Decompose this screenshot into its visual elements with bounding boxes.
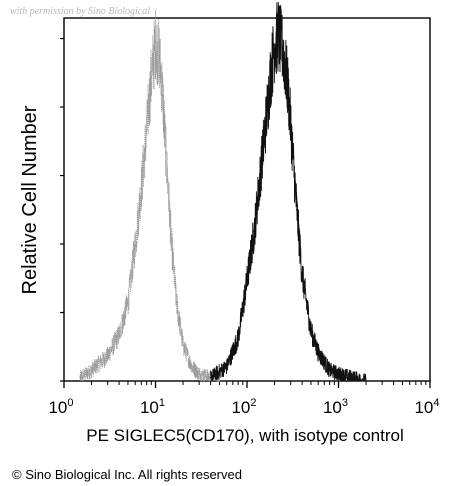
data-point [269, 76, 272, 79]
series-trace [210, 1, 367, 383]
x-tick-label: 101 [140, 397, 165, 417]
data-point [273, 44, 276, 47]
data-point [118, 333, 120, 336]
data-point [310, 330, 312, 332]
data-point [165, 151, 167, 154]
histogram-chart: 100 101 102 103 104 Relative Cell Number PE … [19, 1, 440, 445]
x-tick-label: 100 [48, 397, 73, 417]
x-axis-ticks: 100 101 102 103 104 [48, 381, 440, 417]
data-point [140, 187, 143, 190]
data-point [259, 173, 262, 175]
data-point [161, 94, 164, 97]
copyright-text: © Sino Biological Inc. All rights reserv… [12, 467, 242, 482]
x-tick-label: 102 [231, 397, 256, 417]
data-point [328, 369, 331, 372]
data-point [150, 76, 153, 79]
data-point [134, 244, 137, 247]
x-tick-label: 103 [323, 397, 348, 417]
data-point [170, 244, 173, 247]
y-axis-label: Relative Cell Number [19, 105, 41, 294]
x-tick-label: 104 [414, 397, 439, 417]
watermark-text: with permission by Sino Biological [10, 6, 150, 17]
series-layer [79, 1, 367, 383]
series-trace [79, 9, 220, 382]
data-point [301, 273, 303, 275]
data-point [295, 208, 298, 211]
y-axis-ticks [60, 37, 64, 382]
data-point [158, 55, 161, 58]
data-point [106, 355, 109, 357]
data-point [264, 123, 267, 125]
data-point [154, 40, 157, 43]
data-point [337, 372, 340, 375]
data-point [365, 380, 367, 382]
data-point [246, 280, 248, 282]
data-point [225, 365, 228, 368]
data-point [253, 230, 256, 232]
data-point [182, 344, 184, 347]
series-siglec5 [209, 1, 367, 383]
data-point [198, 372, 201, 375]
data-point [90, 369, 93, 372]
series-isotype-control [79, 9, 221, 382]
data-point [175, 301, 178, 304]
data-point [277, 33, 280, 36]
data-point [237, 337, 240, 340]
data-point [218, 380, 221, 382]
data-point [287, 87, 289, 90]
data-point [145, 130, 148, 133]
data-point [79, 376, 82, 379]
data-point [127, 301, 129, 304]
x-axis-label: PE SIGLEC5(CD170), with isotype control [86, 426, 403, 445]
data-point [209, 376, 212, 379]
data-point [289, 123, 292, 125]
data-point [191, 365, 193, 368]
data-point [282, 51, 285, 54]
data-point [317, 351, 320, 354]
